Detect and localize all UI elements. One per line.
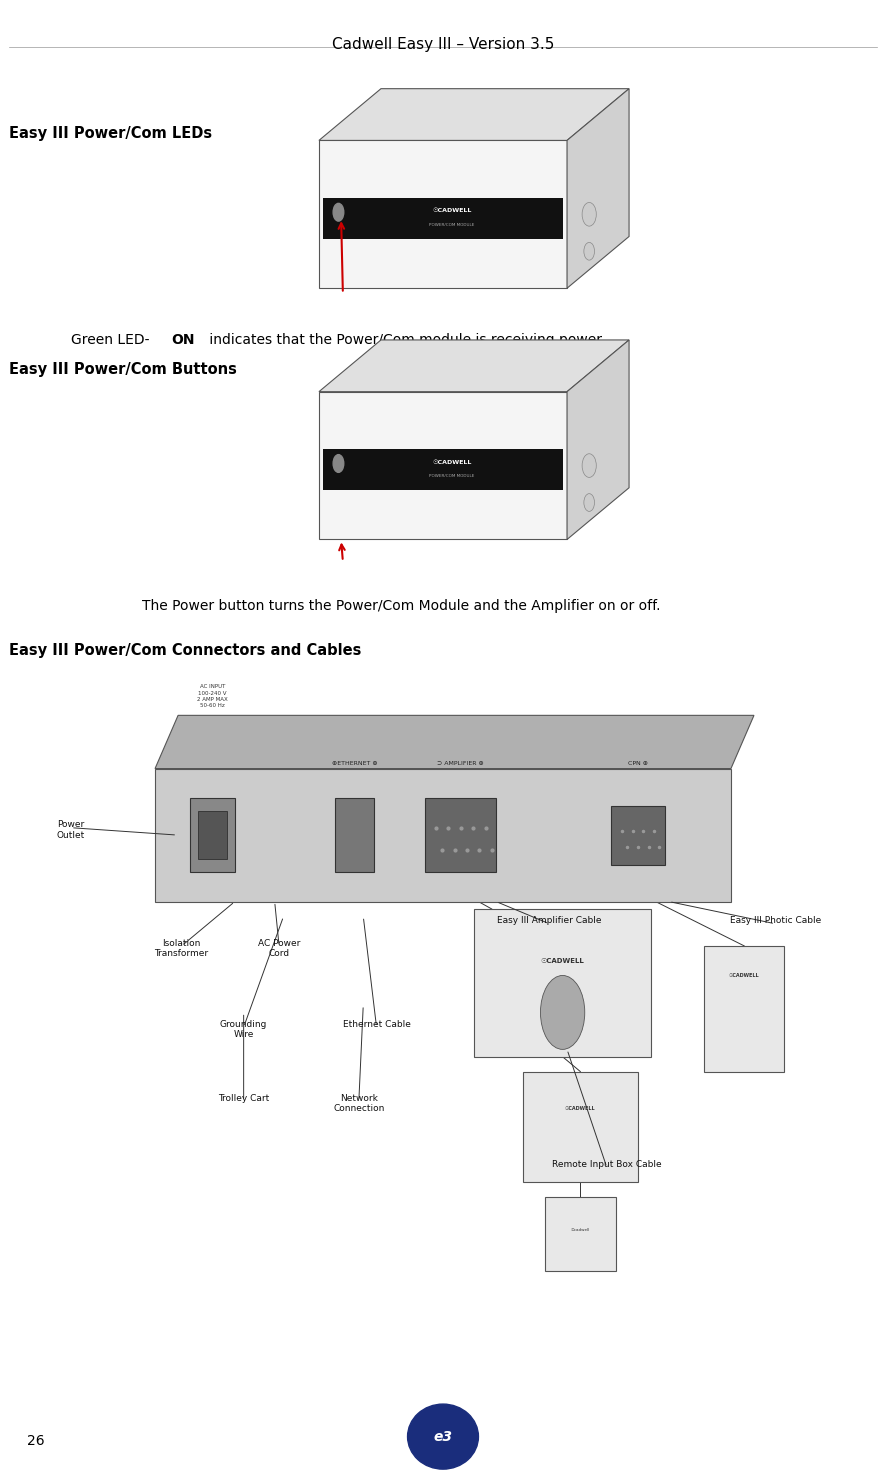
Text: Grounding
Wire: Grounding Wire [220,1020,268,1039]
Circle shape [333,455,344,473]
Text: Easy III Power/Com Buttons: Easy III Power/Com Buttons [9,362,237,377]
Polygon shape [323,198,563,239]
Text: Cadwell Easy III – Version 3.5: Cadwell Easy III – Version 3.5 [332,37,554,52]
Polygon shape [319,392,567,539]
Polygon shape [474,909,651,1057]
FancyBboxPatch shape [190,798,235,872]
FancyBboxPatch shape [335,798,374,872]
Circle shape [540,975,585,1049]
Polygon shape [319,140,567,288]
Text: Easy III Amplifier Cable: Easy III Amplifier Cable [497,916,602,925]
Text: ☉cadwell: ☉cadwell [571,1228,590,1231]
Text: ☉CADWELL: ☉CADWELL [432,460,471,464]
Text: 26: 26 [27,1434,44,1448]
Text: ON: ON [171,333,195,346]
Text: The Power button turns the Power/Com Module and the Amplifier on or off.: The Power button turns the Power/Com Mod… [142,599,660,612]
Circle shape [582,454,596,477]
Text: Network
Connection: Network Connection [333,1094,385,1113]
Text: ☉CADWELL: ☉CADWELL [565,1106,595,1111]
FancyBboxPatch shape [545,1197,616,1271]
Text: Remote Input Box Cable: Remote Input Box Cable [552,1160,662,1169]
Text: Power
Outlet: Power Outlet [57,820,85,840]
Circle shape [584,494,595,511]
Circle shape [584,242,595,260]
Text: CPN ⊕: CPN ⊕ [628,761,648,766]
Polygon shape [567,89,629,288]
Polygon shape [567,340,629,539]
Text: Green LED-: Green LED- [71,333,154,346]
Text: Easy III Power/Com Connectors and Cables: Easy III Power/Com Connectors and Cables [9,643,361,658]
FancyBboxPatch shape [611,806,664,865]
Text: AC INPUT
100-240 V
2 AMP MAX
50-60 Hz: AC INPUT 100-240 V 2 AMP MAX 50-60 Hz [198,684,228,708]
Circle shape [582,202,596,226]
Text: Ethernet Cable: Ethernet Cable [343,1020,410,1029]
Polygon shape [319,89,629,140]
Polygon shape [155,769,731,902]
Polygon shape [319,340,629,392]
Text: Easy III Photic Cable: Easy III Photic Cable [730,916,820,925]
Polygon shape [323,449,563,491]
Polygon shape [155,715,754,769]
Text: POWER/COM MODULE: POWER/COM MODULE [429,223,475,226]
Text: ☉CADWELL: ☉CADWELL [432,208,471,213]
Ellipse shape [408,1404,478,1469]
Text: indicates that the Power/Com module is receiving power.: indicates that the Power/Com module is r… [205,333,605,346]
Text: e3: e3 [433,1429,453,1444]
Circle shape [333,204,344,222]
Text: ⊕ETHERNET ⊕: ⊕ETHERNET ⊕ [331,761,377,766]
Text: AC Power
Cord: AC Power Cord [258,939,300,958]
Text: Isolation
Transformer: Isolation Transformer [154,939,209,958]
FancyBboxPatch shape [198,811,227,859]
Text: Easy III Power/Com LEDs: Easy III Power/Com LEDs [9,126,212,140]
Text: ☉CADWELL: ☉CADWELL [540,958,585,964]
Text: ⊃ AMPLIFIER ⊕: ⊃ AMPLIFIER ⊕ [438,761,484,766]
FancyBboxPatch shape [523,1072,638,1182]
Text: Trolley Cart: Trolley Cart [218,1094,269,1103]
FancyBboxPatch shape [704,946,784,1072]
FancyBboxPatch shape [425,798,496,872]
Text: POWER/COM MODULE: POWER/COM MODULE [429,474,475,477]
Text: ☉CADWELL: ☉CADWELL [729,973,759,978]
